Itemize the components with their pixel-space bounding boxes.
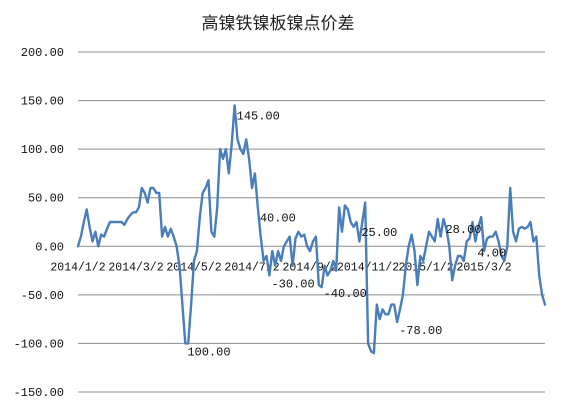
data-label: 145.00 (237, 109, 280, 123)
y-tick-label: -150.00 (14, 386, 64, 400)
data-label: -30.00 (271, 277, 314, 291)
x-axis-ticks: 2014/1/2 2014/3/2 2014/5/2 2014/7/2 2014/9/2… (50, 261, 511, 274)
y-tick-label: -50.00 (21, 289, 64, 303)
data-label: 25.00 (361, 226, 397, 240)
x-tick-label: 2014/7/2 (224, 261, 279, 274)
x-tick-label: 2015/1/2 (398, 261, 453, 274)
y-tick-label: 150.00 (21, 95, 64, 109)
data-label: -78.00 (399, 324, 442, 338)
gridlines (78, 51, 545, 393)
y-tick-label: 50.00 (28, 192, 64, 206)
series-layer (76, 104, 547, 355)
y-tick-label: 0.00 (35, 240, 64, 254)
data-label: 4.00 (477, 246, 506, 260)
y-tick-label: 100.00 (21, 143, 64, 157)
annotations: 145.00 40.00 -30.00 -40.00 25.00 -78.00 100.00… (187, 109, 506, 359)
data-label: 100.00 (187, 345, 230, 359)
x-tick-label: 2015/3/2 (456, 261, 511, 274)
x-tick-label: 2014/11/2 (337, 261, 399, 274)
data-label: -40.00 (324, 287, 367, 301)
y-tick-label: -100.00 (14, 337, 64, 351)
y-tick-label: 200.00 (21, 46, 64, 60)
x-tick-label: 2014/1/2 (50, 261, 105, 274)
data-label: 28.00 (445, 223, 481, 237)
data-label: 40.00 (260, 211, 296, 225)
series-line (76, 104, 547, 355)
x-tick-label: 2014/3/2 (108, 261, 163, 274)
y-axis-ticks: 200.00 150.00 100.00 50.00 0.00 -50.00 -100.00… (14, 46, 64, 400)
chart-title: 高镍铁镍板镍点价差 (202, 14, 355, 34)
